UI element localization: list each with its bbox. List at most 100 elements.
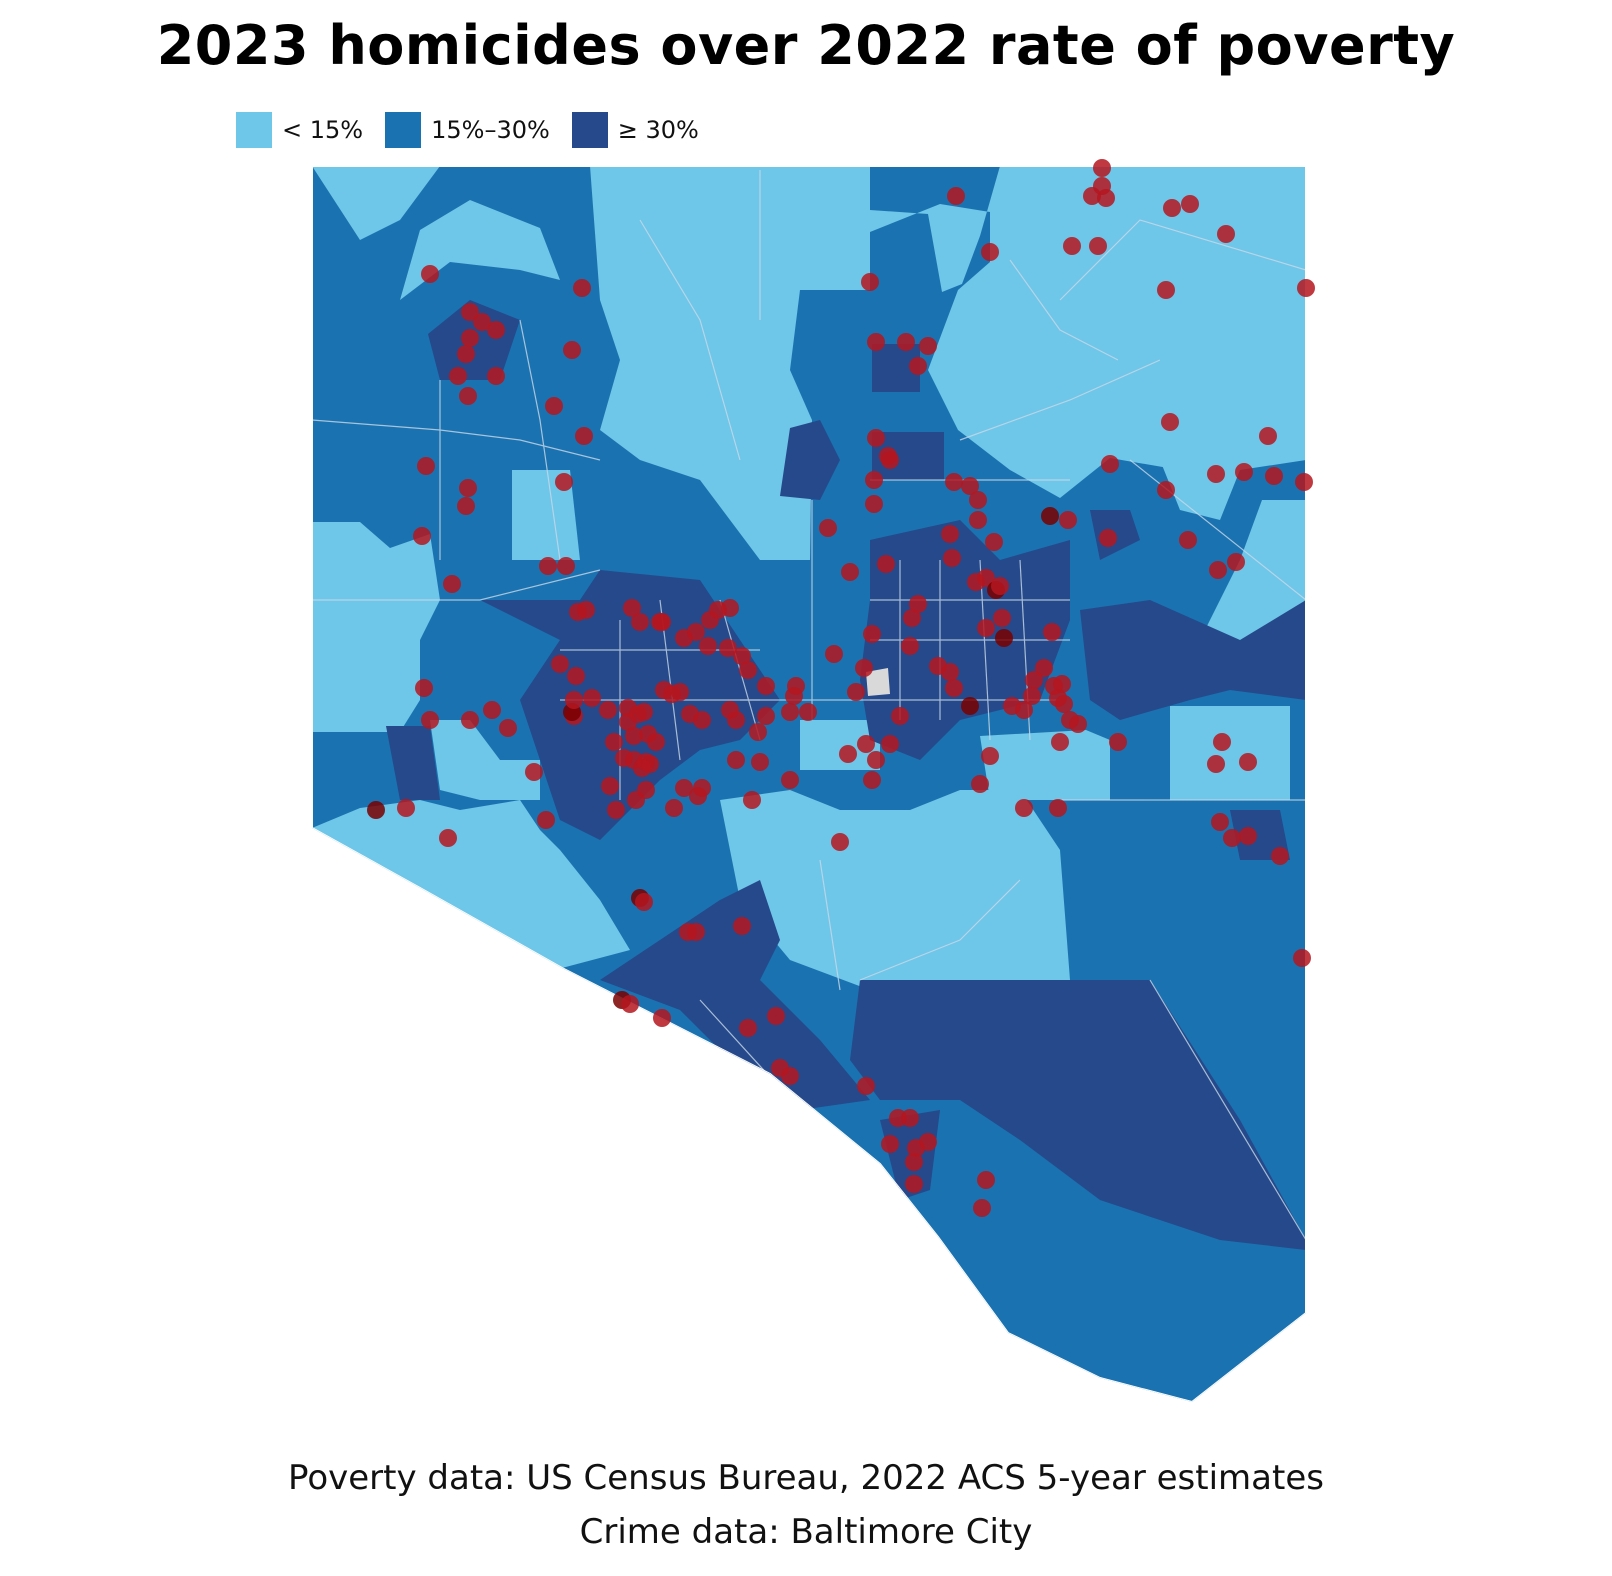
homicide-point [881,735,899,753]
homicide-point [461,329,479,347]
homicide-point [631,613,649,631]
homicide-point [1063,237,1081,255]
homicide-point [727,711,745,729]
homicide-point [995,629,1013,647]
homicide-point [841,563,859,581]
homicide-point [1163,199,1181,217]
homicide-point [985,533,1003,551]
homicide-point [901,637,919,655]
homicide-point [1015,799,1033,817]
homicide-point [483,701,501,719]
homicide-point [781,771,799,789]
homicide-point [665,799,683,817]
homicide-point [413,527,431,545]
homicide-point [623,599,641,617]
homicide-point [881,1135,899,1153]
homicide-point [969,511,987,529]
map-title: 2023 homicides over 2022 rate of poverty [156,14,1456,77]
homicide-point [863,771,881,789]
homicide-point [417,457,435,475]
homicide-point [1089,237,1107,255]
homicide-point [1083,187,1101,205]
homicide-point [1109,733,1127,751]
homicide-point [867,333,885,351]
homicide-point [855,659,873,677]
homicide-points [367,159,1315,1217]
homicide-point [981,747,999,765]
homicide-point [977,619,995,637]
homicide-point [825,645,843,663]
homicide-point [919,1133,937,1151]
homicide-point [1101,455,1119,473]
homicide-point [1211,813,1229,831]
legend: < 15% 15%–30% ≥ 30% [236,110,721,150]
homicide-point [473,313,491,331]
homicide-point [557,557,575,575]
homicide-point [977,1171,995,1189]
homicide-point [721,599,739,617]
homicide-point [865,495,883,513]
homicide-point [607,801,625,819]
homicide-point [1053,675,1071,693]
tracts-low-poverty [312,166,1306,990]
homicide-point [1015,701,1033,719]
homicide-point [901,1109,919,1127]
homicide-point [757,677,775,695]
homicide-point [1217,225,1235,243]
homicide-point [525,763,543,781]
homicide-point [879,447,897,465]
tract-layer [312,166,1306,1402]
homicide-point [961,697,979,715]
homicide-point [1271,847,1289,865]
homicide-point [461,303,479,321]
homicide-point [675,779,693,797]
homicide-point [1181,195,1199,213]
homicide-point [973,1199,991,1217]
homicide-point [1097,189,1115,207]
homicide-point [941,663,959,681]
homicide-point [671,683,689,701]
homicide-point [969,491,987,509]
legend-label-mid: 15%–30% [431,116,550,144]
homicide-point [487,321,505,339]
homicide-point [781,703,799,721]
homicide-point [1239,753,1257,771]
homicide-point [583,689,601,707]
homicide-point [1069,715,1087,733]
homicide-point [635,893,653,911]
homicide-point [1227,553,1245,571]
homicide-point [421,265,439,283]
legend-swatch-mid [385,112,422,148]
homicide-point [1049,799,1067,817]
homicide-point [1093,159,1111,177]
homicide-point [727,751,745,769]
homicide-point [861,273,879,291]
homicide-point [1157,481,1175,499]
homicide-point [487,367,505,385]
tract-boundaries [312,170,1306,1241]
homicide-point [551,655,569,673]
homicide-point [863,625,881,643]
homicide-point [461,711,479,729]
homicide-point [1161,413,1179,431]
homicide-point [1025,671,1043,689]
homicide-point [459,387,477,405]
homicide-point [573,279,591,297]
homicide-point [567,667,585,685]
homicide-point [839,745,857,763]
homicide-point [449,367,467,385]
homicide-point [945,679,963,697]
homicide-point [945,473,963,491]
homicide-point [1051,733,1069,751]
homicide-point [601,777,619,795]
homicide-point [857,735,875,753]
homicide-point [993,609,1011,627]
homicide-point [857,1077,875,1095]
homicide-point [819,519,837,537]
homicide-point [1035,659,1053,677]
homicide-point [1099,529,1117,547]
homicide-point [733,647,751,665]
homicide-point [971,775,989,793]
homicide-point [1179,531,1197,549]
homicide-point [443,575,461,593]
